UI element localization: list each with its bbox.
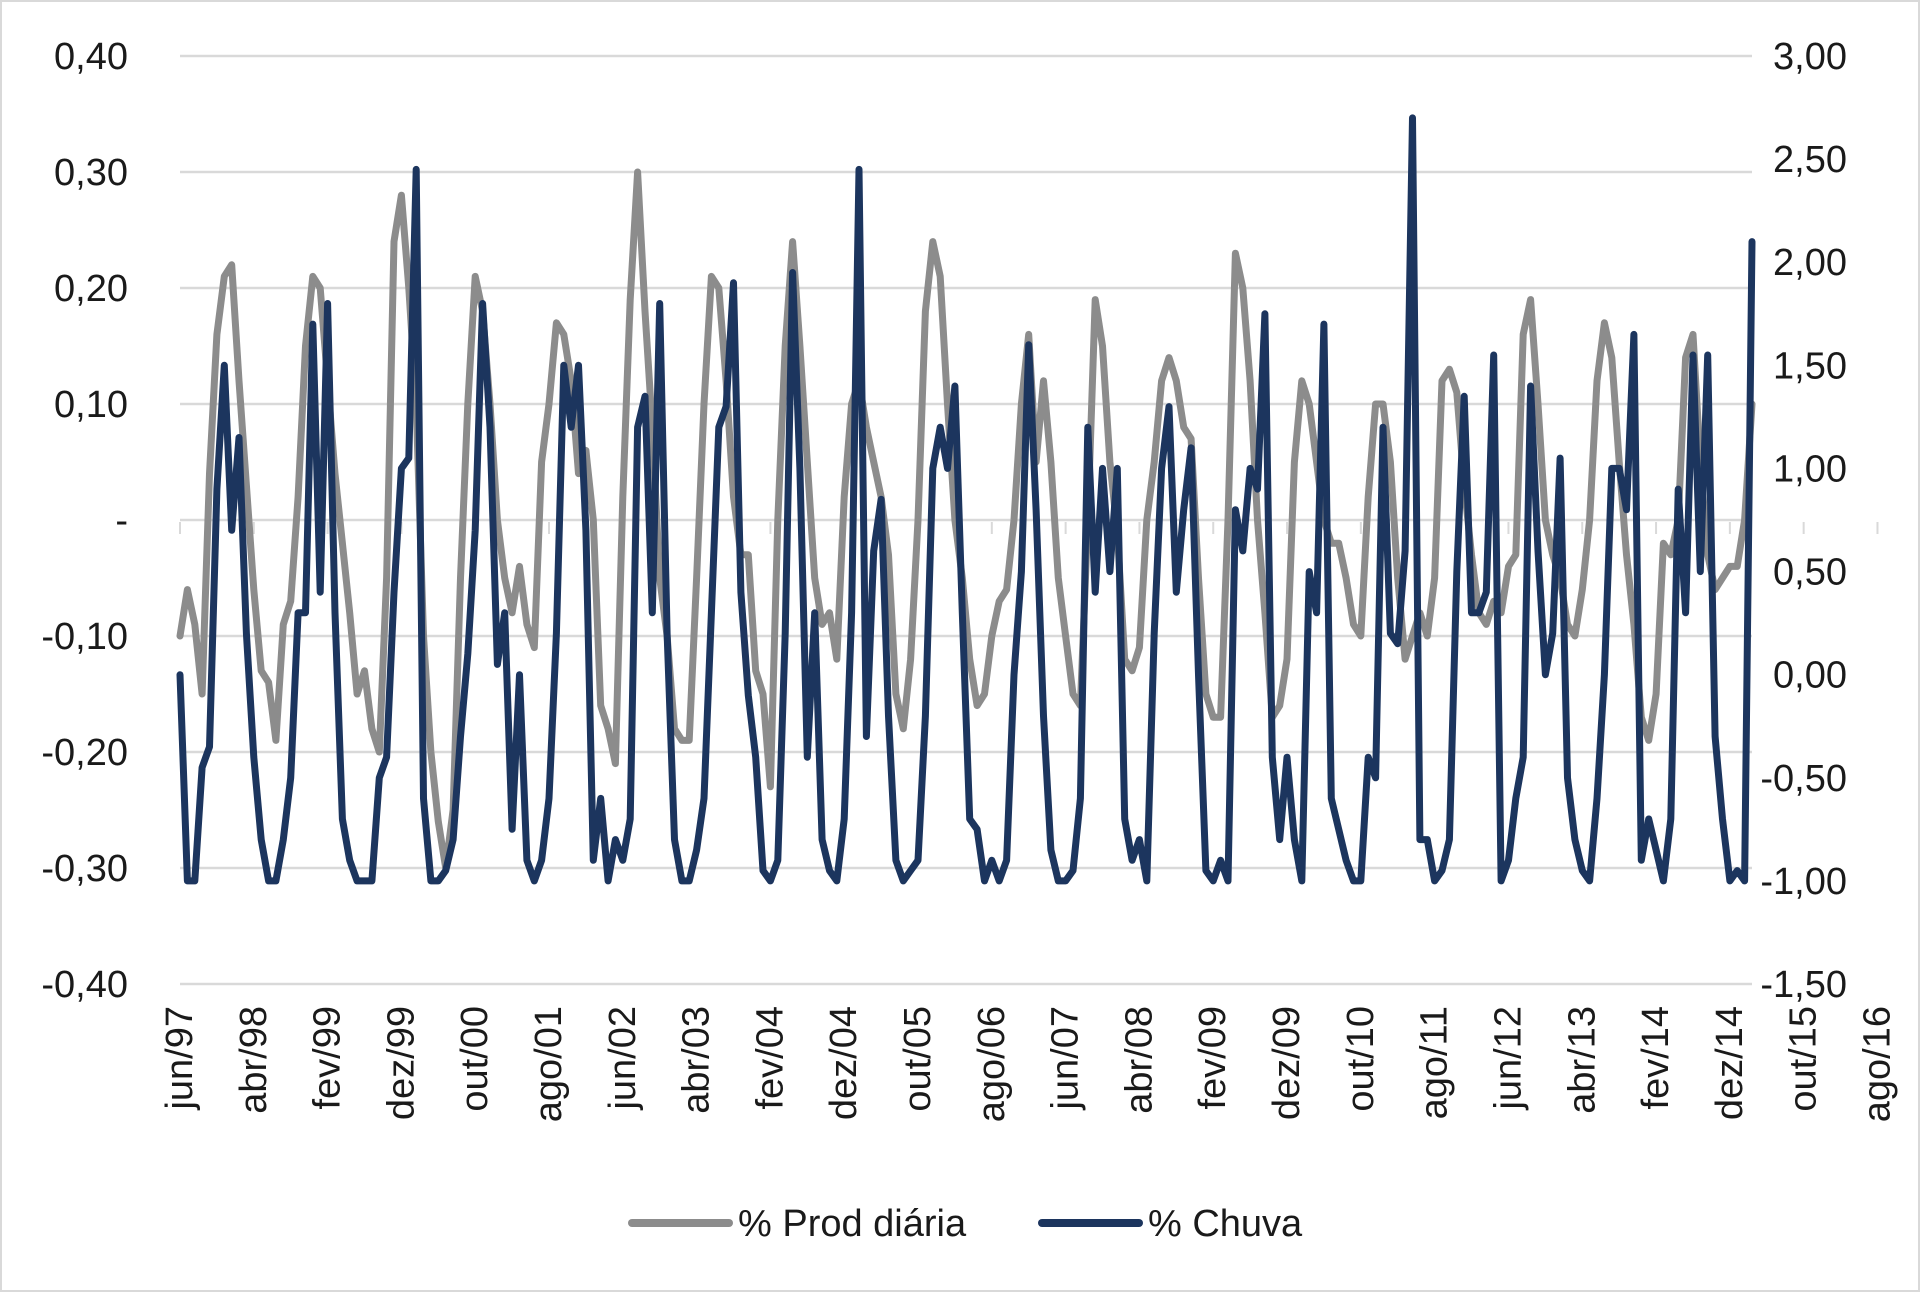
series-line-chuva (176, 114, 1756, 885)
x-tick-label: jun/12 (1487, 1006, 1529, 1111)
x-tick-label: jun/07 (1045, 1006, 1087, 1111)
y-right-tick-label: 2,00 (1773, 242, 1847, 284)
x-tick-label: dez/09 (1266, 1006, 1308, 1120)
y-left-tick-label: - (115, 500, 128, 542)
y-right-tick-label: 1,00 (1773, 448, 1847, 490)
x-tick-label: abr/03 (676, 1006, 718, 1114)
legend-label: % Prod diária (738, 1203, 967, 1245)
x-tick-label: dez/04 (823, 1006, 865, 1120)
y-right-tick-label: -1,50 (1760, 964, 1847, 1006)
y-right-tick-label: 0,50 (1773, 552, 1847, 594)
x-tick-label: out/00 (454, 1006, 496, 1112)
x-tick-label: jun/02 (602, 1006, 644, 1111)
x-tick-label: abr/98 (233, 1006, 275, 1114)
y-left-tick-label: 0,10 (54, 384, 128, 426)
y-left-tick-label: -0,10 (41, 616, 128, 658)
x-tick-label: dez/14 (1709, 1006, 1751, 1120)
y-right-tick-label: 3,00 (1773, 36, 1847, 78)
y-left-tick-label: 0,30 (54, 152, 128, 194)
y-left-tick-label: -0,40 (41, 964, 128, 1006)
x-tick-label: ago/16 (1856, 1006, 1898, 1122)
x-tick-label: jun/97 (159, 1006, 201, 1111)
y-left-tick-label: 0,20 (54, 268, 128, 310)
y-left-tick-label: -0,20 (41, 732, 128, 774)
y-left-tick-label: -0,30 (41, 848, 128, 890)
x-tick-label: fev/14 (1635, 1006, 1677, 1110)
x-tick-label: ago/01 (528, 1006, 570, 1122)
x-tick-label: ago/11 (1414, 1006, 1456, 1119)
y-right-tick-label: 0,00 (1773, 655, 1847, 697)
left-axis-ticks: 0,40 0,30 0,20 0,10 - -0,10 -0,20 -0,30 -0,40 (41, 36, 128, 1006)
x-tick-label: fev/99 (307, 1006, 349, 1110)
x-tick-label: abr/13 (1561, 1006, 1603, 1114)
x-tick-label: abr/08 (1118, 1006, 1160, 1114)
y-right-tick-label: -0,50 (1760, 758, 1847, 800)
x-axis-ticks: jun/97 abr/98 fev/99 dez/99 out/00 ago/01 jun/… (159, 522, 1898, 1122)
y-right-tick-label: 2,50 (1773, 139, 1847, 181)
x-tick-label: fev/04 (749, 1006, 791, 1110)
x-tick-label: out/15 (1783, 1006, 1825, 1112)
legend-label: % Chuva (1148, 1203, 1303, 1245)
x-tick-label: dez/99 (380, 1006, 422, 1120)
legend: % Prod diária % Chuva (628, 1203, 1303, 1245)
x-tick-label: out/05 (897, 1006, 939, 1112)
y-right-tick-label: 1,50 (1773, 345, 1847, 387)
y-right-tick-label: -1,00 (1760, 861, 1847, 903)
series-lines (176, 114, 1756, 885)
y-left-tick-label: 0,40 (54, 36, 128, 78)
x-tick-label: fev/09 (1192, 1006, 1234, 1110)
x-tick-label: out/10 (1340, 1006, 1382, 1112)
x-tick-label: ago/06 (971, 1006, 1013, 1122)
right-axis-ticks: 3,00 2,50 2,00 1,50 1,00 0,50 0,00 -0,50 -1,00 -1… (1760, 36, 1847, 1006)
